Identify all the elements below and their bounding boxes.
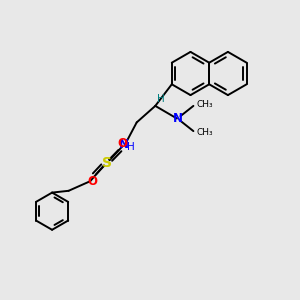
Text: N: N [119, 137, 129, 151]
Text: S: S [102, 156, 112, 170]
Text: O: O [87, 175, 97, 188]
Text: O: O [117, 137, 127, 150]
Text: N: N [172, 112, 182, 125]
Text: CH₃: CH₃ [197, 100, 214, 109]
Text: H: H [157, 94, 165, 104]
Text: CH₃: CH₃ [197, 128, 214, 137]
Text: H: H [128, 142, 135, 152]
